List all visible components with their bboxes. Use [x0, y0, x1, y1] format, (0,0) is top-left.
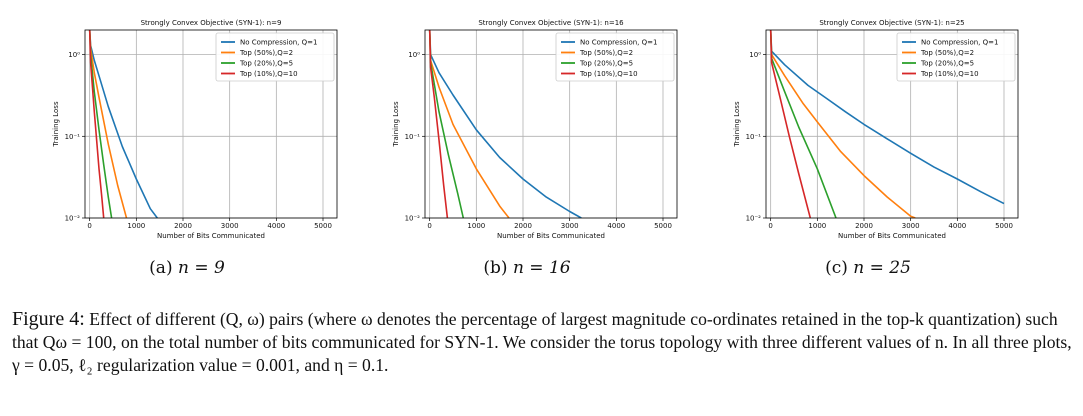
y-tick-label: 10⁰ — [408, 51, 420, 59]
chart-title: Strongly Convex Objective (SYN-1): n=16 — [478, 19, 624, 27]
legend-label: Top (50%),Q=2 — [579, 49, 633, 57]
x-tick-label: 4000 — [267, 222, 285, 230]
y-tick-label: 10⁰ — [749, 51, 761, 59]
chart-title: Strongly Convex Objective (SYN-1): n=9 — [141, 19, 282, 27]
subcaption-b-math: n = 16 — [512, 258, 571, 278]
subcaption-b: (b) n = 16 — [362, 258, 692, 278]
plot-frame — [424, 29, 678, 219]
series-line — [769, 30, 1005, 205]
chart-svg-c: Strongly Convex Objective (SYN-1): n=25 0… — [733, 19, 1019, 240]
y-tick-label: 10⁰ — [68, 51, 80, 59]
x-tick-label: 0 — [768, 222, 772, 230]
legend-box — [896, 32, 1016, 82]
subcaption-b-label: (b) — [483, 258, 508, 278]
x-tick-label: 2000 — [855, 222, 873, 230]
legend-label: Top (20%),Q=5 — [920, 60, 974, 68]
y-tick-label: 10⁻² — [746, 215, 762, 223]
subcaption-c-label: (c) — [825, 258, 848, 278]
legend-label: Top (10%),Q=10 — [579, 70, 638, 78]
legend-label: No Compression, Q=1 — [921, 39, 998, 47]
series-line — [88, 30, 105, 218]
y-axis-label: Training Loss — [392, 101, 400, 148]
series-line — [428, 30, 465, 218]
chart-svg-a: Strongly Convex Objective (SYN-1): n=90 1… — [52, 19, 338, 240]
series-line — [428, 30, 449, 218]
chart-title: Strongly Convex Objective (SYN-1): n=25 — [819, 19, 964, 27]
subcaption-a-label: (a) — [149, 258, 173, 278]
chart-svg-b: Strongly Convex Objective (SYN-1): n=16 0… — [392, 19, 678, 240]
y-tick-label: 10⁻¹ — [746, 133, 762, 141]
x-tick-label: 2000 — [514, 222, 532, 230]
y-tick-label: 10⁻¹ — [65, 133, 81, 141]
legend-label: Top (10%),Q=10 — [239, 70, 298, 78]
subcaption-c-math: n = 25 — [853, 258, 911, 278]
x-tick-label: 3000 — [221, 222, 239, 230]
y-tick-label: 10⁻² — [405, 215, 421, 223]
y-tick-label: 10⁻² — [65, 215, 81, 223]
x-tick-label: 1000 — [127, 222, 145, 230]
x-tick-label: 0 — [87, 222, 91, 230]
x-axis-label: Number of Bits Communicated — [838, 232, 946, 240]
series-line — [88, 30, 158, 218]
y-axis-label: Training Loss — [733, 101, 741, 148]
legend-label: Top (20%),Q=5 — [239, 60, 293, 68]
x-tick-label: 5000 — [995, 222, 1013, 230]
series-line — [769, 30, 916, 218]
x-axis-label: Number of Bits Communicated — [157, 232, 265, 240]
legend-label: Top (50%),Q=2 — [239, 49, 293, 57]
chart-panel-c: Strongly Convex Objective (SYN-1): n=25 0… — [703, 10, 1033, 240]
figure-caption-text: Effect of different (Q, ω) pairs (where … — [12, 309, 1072, 375]
chart-panel-a: Strongly Convex Objective (SYN-1): n=9 0 1… — [22, 10, 352, 240]
plot-frame — [84, 29, 338, 219]
x-tick-label: 0 — [427, 222, 431, 230]
series-line — [428, 30, 582, 218]
x-tick-label: 2000 — [174, 222, 192, 230]
x-tick-label: 4000 — [948, 222, 966, 230]
x-tick-label: 1000 — [467, 222, 485, 230]
y-axis-label: Training Loss — [52, 101, 60, 148]
subcaption-a-math: n = 9 — [177, 258, 225, 278]
x-tick-label: 4000 — [607, 222, 625, 230]
plot-frame — [765, 29, 1019, 219]
subcaption-a: (a) n = 9 — [22, 258, 352, 278]
x-tick-label: 3000 — [561, 222, 579, 230]
subcaption-c: (c) n = 25 — [703, 258, 1033, 278]
y-tick-label: 10⁻¹ — [405, 133, 421, 141]
legend-label: No Compression, Q=1 — [580, 39, 657, 47]
legend-box — [215, 32, 335, 82]
figure-label: Figure 4: — [12, 308, 85, 330]
x-axis-label: Number of Bits Communicated — [497, 232, 605, 240]
figure-caption: Figure 4: Effect of different (Q, ω) pai… — [12, 308, 1072, 377]
legend-box — [555, 32, 675, 82]
legend-label: Top (50%),Q=2 — [920, 49, 974, 57]
legend-label: Top (10%),Q=10 — [920, 70, 979, 78]
x-tick-label: 5000 — [654, 222, 672, 230]
legend-label: Top (20%),Q=5 — [579, 60, 633, 68]
x-tick-label: 5000 — [314, 222, 332, 230]
chart-panel-b: Strongly Convex Objective (SYN-1): n=16 0… — [362, 10, 692, 240]
x-tick-label: 3000 — [902, 222, 920, 230]
series-line — [769, 30, 812, 218]
legend-label: No Compression, Q=1 — [240, 39, 317, 47]
x-tick-label: 1000 — [808, 222, 826, 230]
